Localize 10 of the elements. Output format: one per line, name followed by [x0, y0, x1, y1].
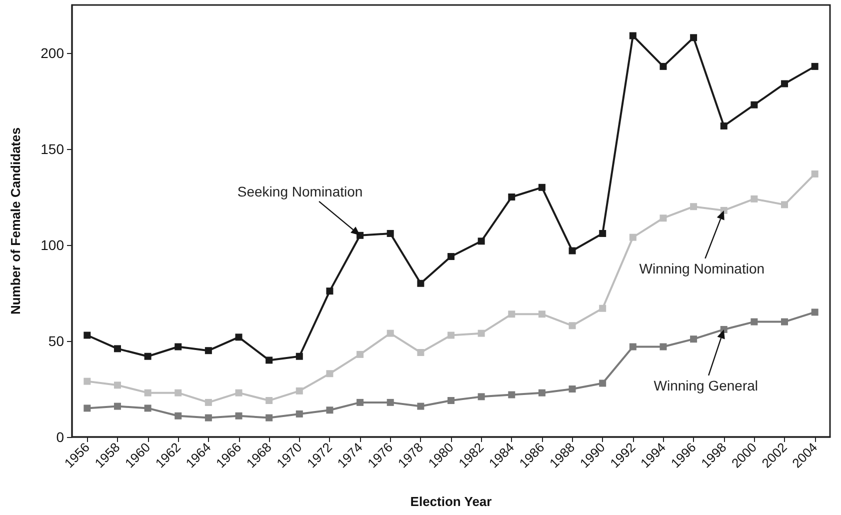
y-tick-label: 0	[56, 429, 64, 445]
annotation: Winning General	[654, 377, 758, 394]
y-tick-label: 150	[40, 141, 64, 157]
y-axis-title: Number of Female Candidates	[8, 127, 23, 315]
y-tick-label: 100	[40, 237, 64, 253]
x-axis-title: Election Year	[410, 494, 492, 509]
y-tick-label: 200	[40, 45, 64, 61]
annotation: Seeking Nomination	[237, 183, 363, 200]
y-tick-label: 50	[48, 333, 64, 349]
annotation: Winning Nomination	[639, 260, 765, 276]
